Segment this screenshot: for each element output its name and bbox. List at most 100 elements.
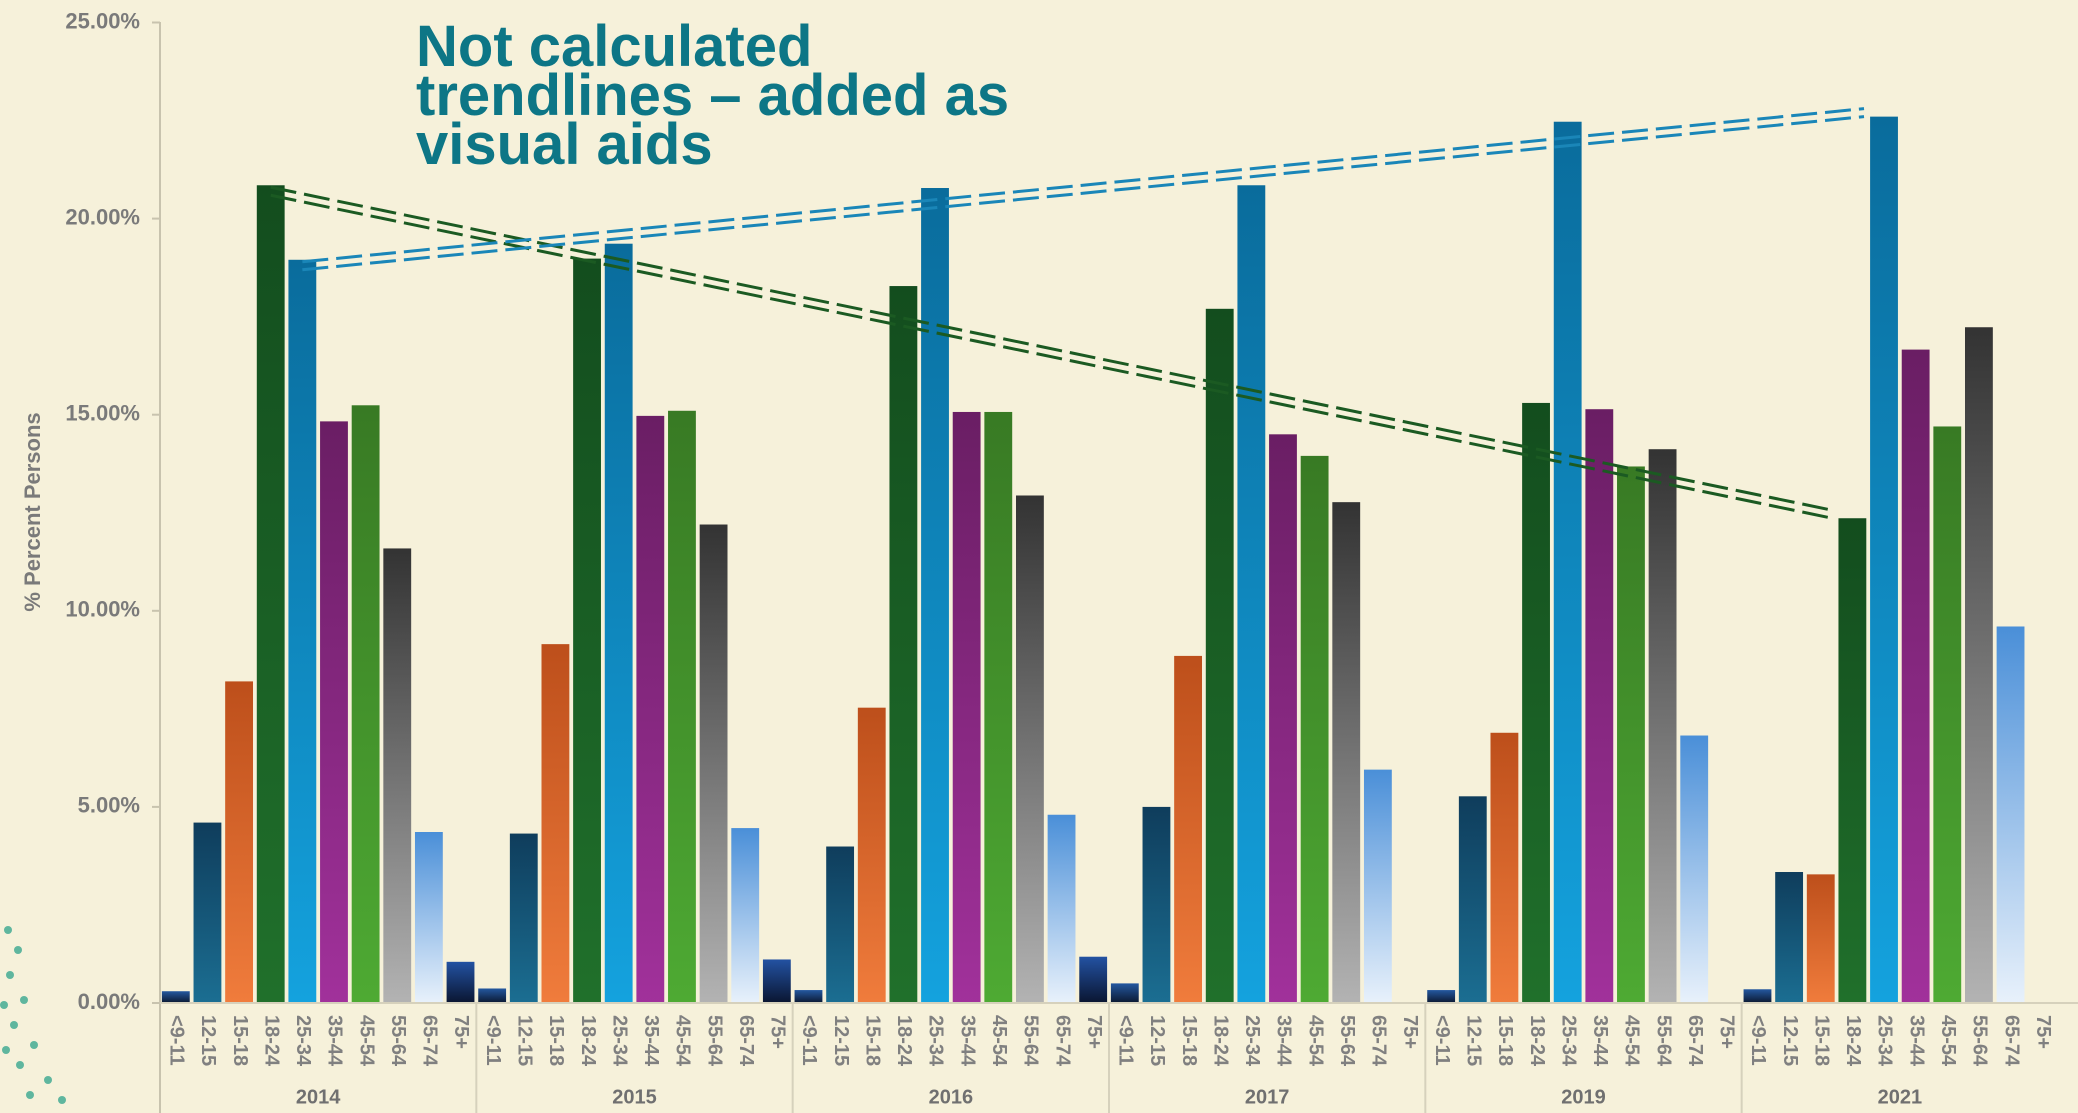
bar — [256, 185, 285, 1003]
x-tick-label: 12-15 — [1779, 1015, 1801, 1066]
trendline — [302, 107, 1865, 264]
bar — [225, 681, 254, 1003]
x-tick-label: 55-64 — [1969, 1015, 1991, 1067]
decoration — [0, 926, 66, 1104]
x-tick-label: 15-18 — [1178, 1015, 1200, 1066]
bar — [1205, 308, 1234, 1003]
bar — [604, 243, 633, 1003]
x-tick-label: 35-44 — [1589, 1015, 1611, 1067]
y-tick-label: 20.00% — [65, 204, 140, 229]
x-tick-label: 25-34 — [608, 1015, 630, 1067]
x-tick-label: <9-11 — [1747, 1015, 1769, 1066]
x-tick-label: 45-54 — [1937, 1015, 1959, 1067]
x-tick-label: 55-64 — [1020, 1015, 1042, 1067]
x-tick-label: 65-74 — [1368, 1015, 1390, 1067]
x-tick-label: 75+ — [767, 1015, 789, 1049]
x-group-label: 2017 — [1245, 1086, 1290, 1108]
x-tick-label: 75+ — [450, 1015, 472, 1049]
x-tick-label: 18-24 — [1842, 1015, 1864, 1067]
x-tick-label: 35-44 — [1905, 1015, 1927, 1067]
x-tick-label: 12-15 — [197, 1015, 219, 1066]
bar — [699, 524, 728, 1003]
bar — [1110, 983, 1139, 1003]
x-tick-label: 65-74 — [2000, 1015, 2022, 1067]
bar — [1806, 874, 1835, 1003]
x-tick-label: 35-44 — [956, 1015, 978, 1067]
bar — [1964, 327, 1993, 1004]
bar — [541, 644, 570, 1003]
x-tick-label: 15-18 — [229, 1015, 251, 1066]
bar — [383, 548, 412, 1003]
bar — [320, 421, 348, 1003]
bar — [762, 959, 791, 1003]
bar — [351, 405, 380, 1003]
bar — [826, 846, 855, 1003]
x-tick-label: 12-15 — [1146, 1015, 1168, 1066]
bar — [1775, 872, 1804, 1003]
x-tick-label: 75+ — [1083, 1015, 1105, 1049]
bar — [1174, 655, 1203, 1003]
annotation-line: trendlines – added as — [416, 63, 1009, 128]
bar — [889, 286, 918, 1003]
x-tick-label: 55-64 — [387, 1015, 409, 1067]
bar — [288, 259, 317, 1003]
bar — [952, 411, 981, 1003]
x-tick-label: 25-34 — [925, 1015, 947, 1067]
bar — [1901, 349, 1930, 1003]
x-tick-label: 18-24 — [1526, 1015, 1548, 1067]
bar — [1617, 466, 1645, 1003]
bar — [1933, 426, 1962, 1003]
bar — [1427, 990, 1456, 1003]
x-tick-label: 25-34 — [292, 1015, 314, 1067]
bar — [984, 411, 1013, 1003]
x-tick-label: 25-34 — [1241, 1015, 1263, 1067]
x-tick-label: 12-15 — [830, 1015, 852, 1066]
x-tick-label: 45-54 — [988, 1015, 1010, 1067]
x-tick-label: 12-15 — [514, 1015, 536, 1066]
x-tick-label: 45-54 — [1621, 1015, 1643, 1067]
bar — [636, 415, 665, 1003]
bar — [1870, 116, 1898, 1004]
x-group-label: 2014 — [296, 1086, 341, 1108]
bar — [1300, 455, 1329, 1004]
x-tick-label: 65-74 — [1684, 1015, 1706, 1067]
x-tick-label: <9-11 — [166, 1015, 188, 1066]
bar — [794, 990, 823, 1003]
trendline — [302, 115, 1865, 272]
x-tick-label: <9-11 — [1431, 1015, 1453, 1066]
x-tick-label: 25-34 — [1557, 1015, 1579, 1067]
x-tick-label: 45-54 — [672, 1015, 694, 1067]
x-tick-label: <9-11 — [482, 1015, 504, 1066]
bar — [478, 988, 507, 1003]
bar — [1743, 989, 1772, 1003]
bar — [1585, 409, 1614, 1003]
x-group-label: 2015 — [612, 1086, 657, 1108]
trendline — [270, 193, 1833, 520]
x-tick-label: 75+ — [1399, 1015, 1421, 1049]
bar — [1015, 495, 1044, 1003]
x-tick-label: 75+ — [1716, 1015, 1738, 1049]
x-tick-label: 18-24 — [893, 1015, 915, 1067]
x-tick-label: <9-11 — [1115, 1015, 1137, 1066]
x-tick-label: 18-24 — [260, 1015, 282, 1067]
bar — [1047, 814, 1076, 1003]
x-tick-label: 25-34 — [1874, 1015, 1896, 1067]
x-tick-label: <9-11 — [798, 1015, 820, 1066]
x-tick-label: 18-24 — [577, 1015, 599, 1067]
y-axis-title: % Percent Persons — [20, 412, 45, 611]
x-tick-label: 35-44 — [640, 1015, 662, 1067]
bar — [1363, 769, 1392, 1003]
x-tick-label: 45-54 — [1304, 1015, 1326, 1067]
x-tick-label: 45-54 — [355, 1015, 377, 1067]
x-tick-label: 15-18 — [1810, 1015, 1832, 1066]
x-tick-label: 35-44 — [1273, 1015, 1295, 1067]
x-tick-label: 15-18 — [545, 1015, 567, 1066]
bar — [1142, 806, 1171, 1003]
x-tick-label: 55-64 — [1336, 1015, 1358, 1067]
x-tick-label: 15-18 — [861, 1015, 883, 1066]
trendline — [270, 185, 1833, 512]
x-group-label: 2021 — [1878, 1086, 1923, 1108]
bar — [1079, 956, 1108, 1003]
